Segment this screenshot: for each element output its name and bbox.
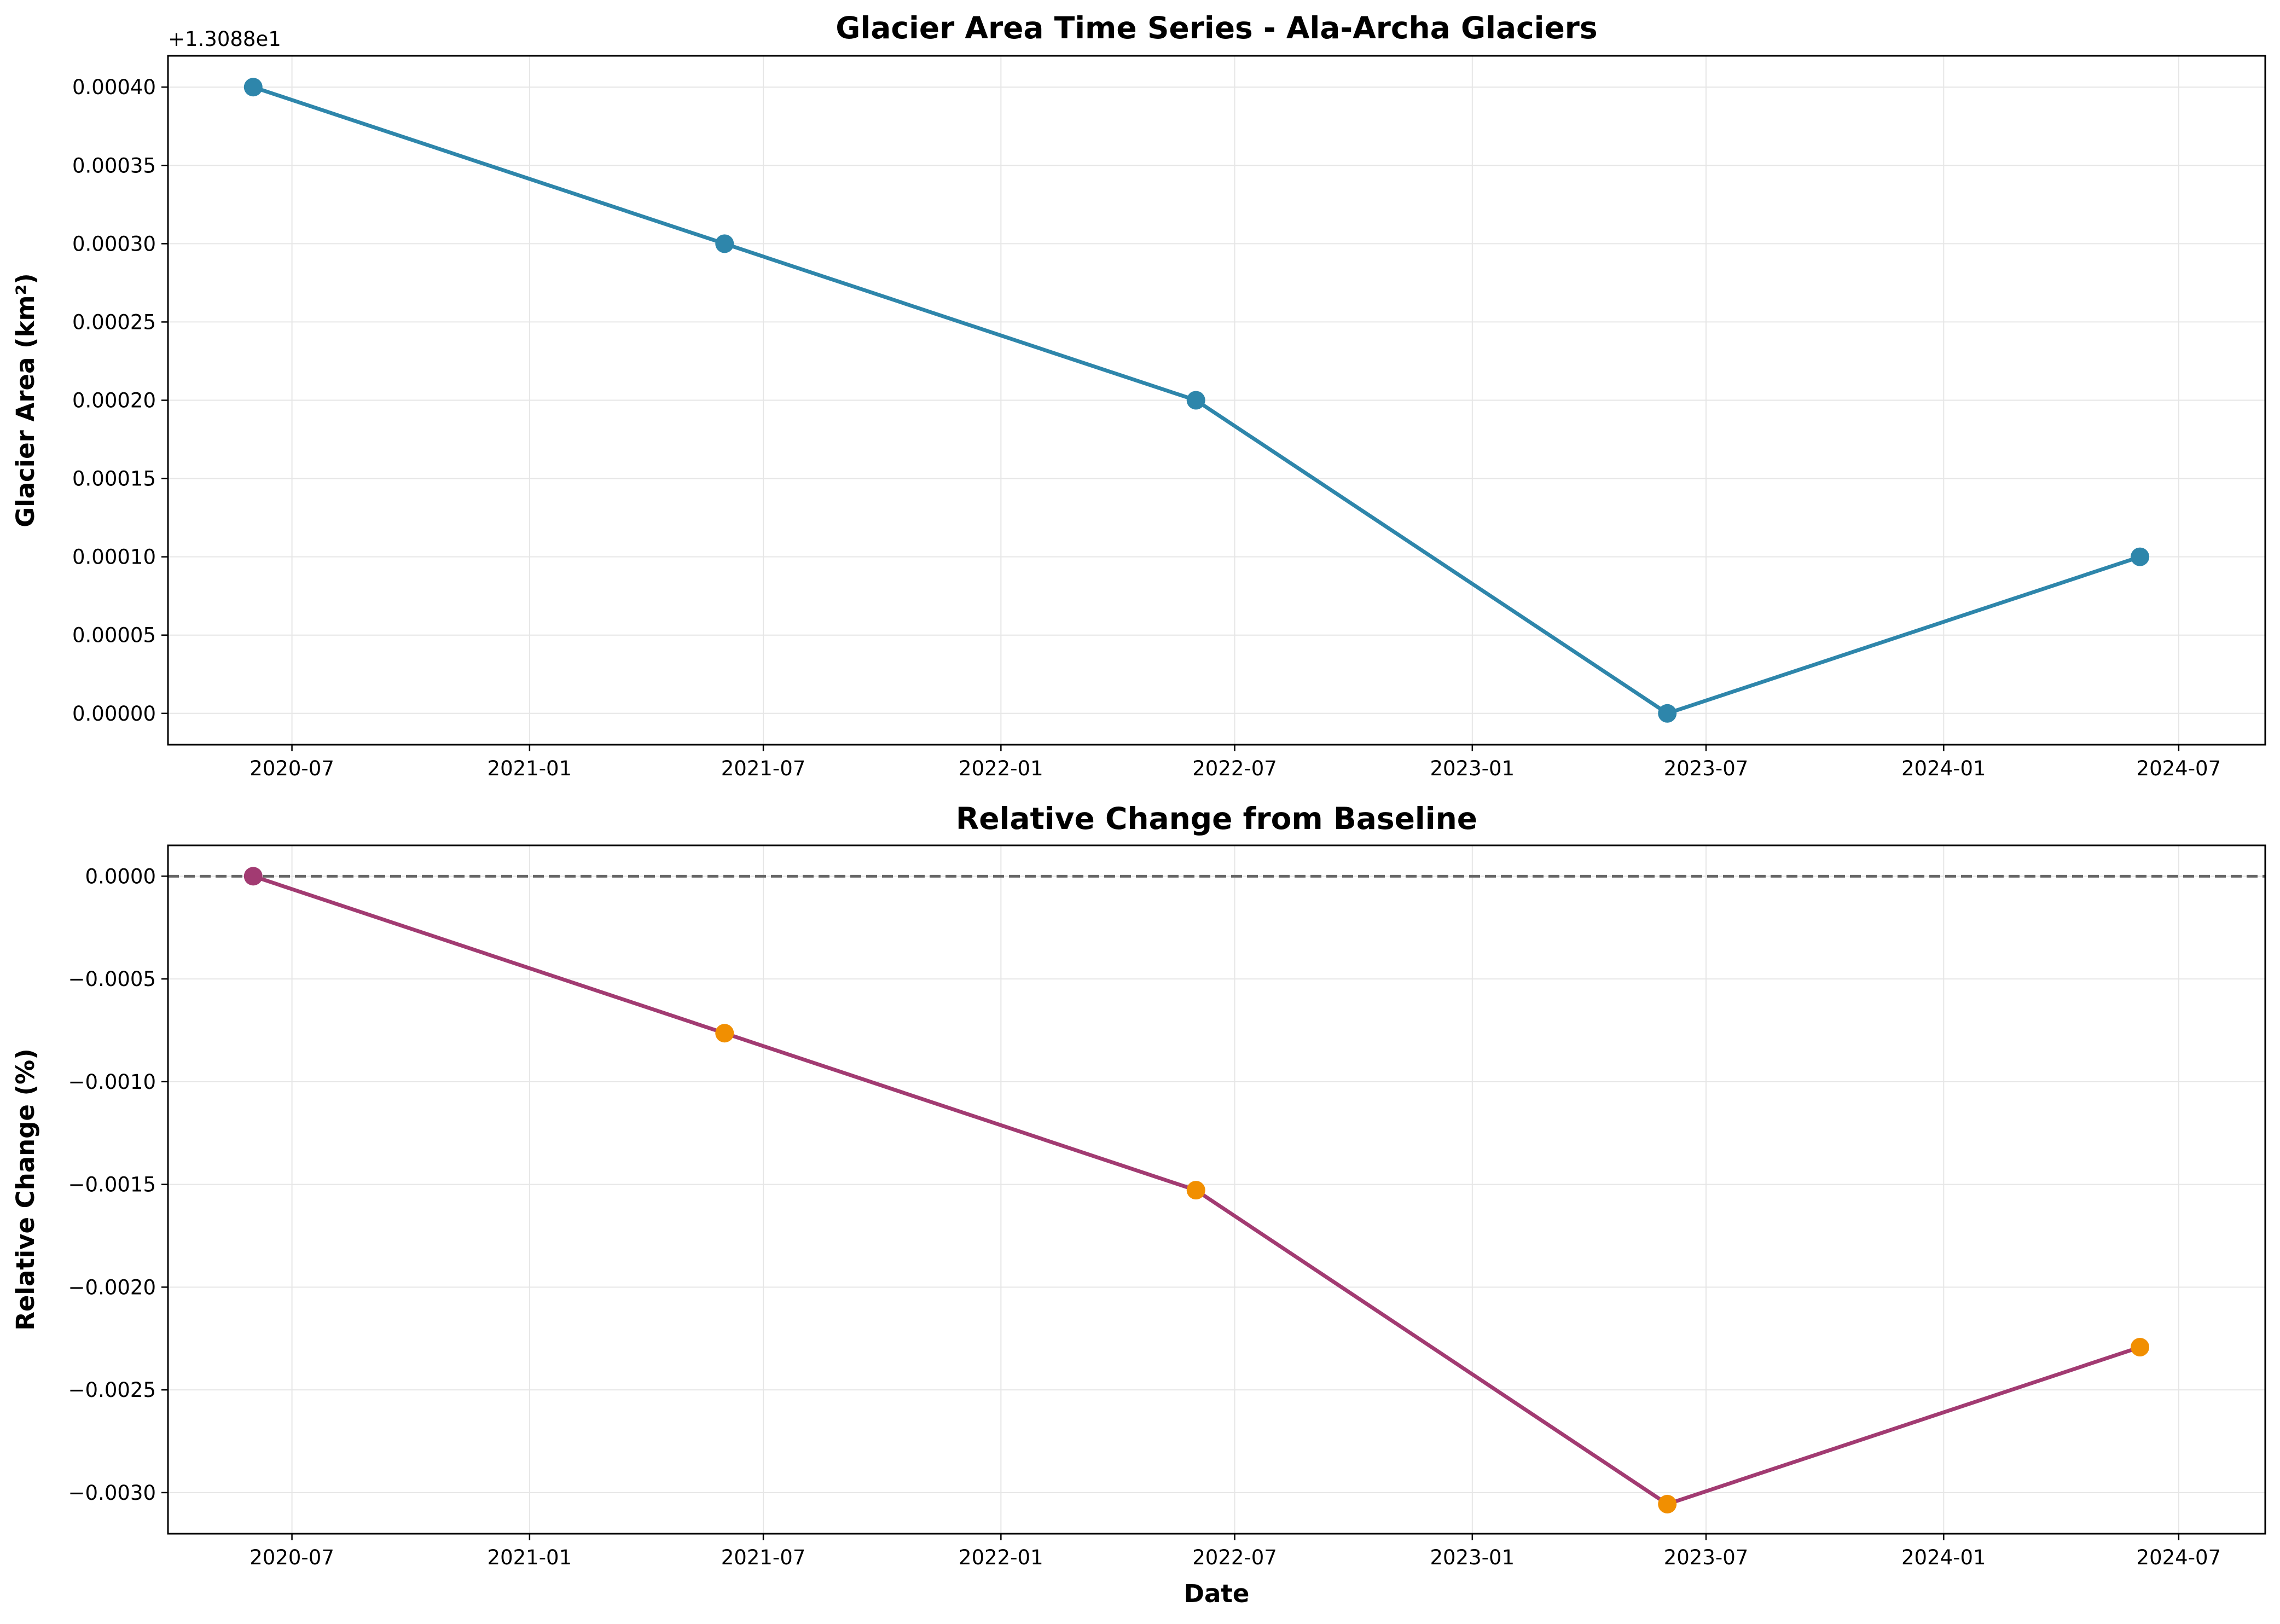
y-tick-label: 0.00005: [72, 624, 156, 647]
x-tick-label: 2020-07: [250, 757, 334, 780]
data-point: [243, 78, 263, 97]
x-axis-ticks: 2020-07 2021-01 2021-07 2022-01 2022-07 2023-…: [250, 745, 2221, 780]
y-axis-offset-text: +1.3088e1: [168, 27, 281, 51]
data-point: [715, 1024, 734, 1043]
plot-frame: [167, 844, 2266, 1535]
y-axis-ticks: 0.00000 0.00005 0.00010 0.00015 0.00020 0.000…: [72, 76, 168, 726]
y-tick-label: 0.00025: [72, 310, 156, 334]
data-point: [2131, 547, 2150, 566]
x-tick-label: 2024-07: [2137, 757, 2221, 780]
x-tick-label: 2021-01: [488, 1546, 572, 1569]
data-point: [2131, 1338, 2150, 1357]
data-point: [1658, 1494, 1677, 1513]
x-tick-label: 2023-07: [1664, 757, 1749, 780]
x-tick-label: 2022-01: [959, 757, 1043, 780]
relative-change-panel: 2020-07 2021-01 2021-07 2022-01 2022-07 2023-…: [11, 801, 2266, 1608]
x-tick-label: 2022-01: [959, 1546, 1043, 1569]
chart-title: Relative Change from Baseline: [956, 801, 1477, 836]
x-axis-ticks: 2020-07 2021-01 2021-07 2022-01 2022-07 2023-…: [250, 1534, 2221, 1569]
data-point: [1186, 1181, 1205, 1200]
y-tick-label: 0.00030: [72, 232, 156, 256]
x-tick-label: 2022-07: [1192, 1546, 1277, 1569]
chart-title: Glacier Area Time Series - Ala-Archa Gla…: [836, 10, 1597, 45]
y-tick-label: −0.0030: [68, 1481, 156, 1505]
x-tick-label: 2023-01: [1430, 757, 1515, 780]
data-point: [715, 234, 734, 253]
y-tick-label: −0.0025: [68, 1378, 156, 1402]
data-point: [243, 867, 263, 886]
y-tick-label: 0.00015: [72, 467, 156, 491]
y-axis-label: Relative Change (%): [11, 1048, 40, 1331]
glacier-area-panel: 2020-07 2021-01 2021-07 2022-01 2022-07 2023-…: [11, 10, 2266, 780]
series-layer: [243, 78, 2150, 723]
y-tick-label: 0.0000: [85, 865, 156, 888]
data-point: [1658, 704, 1677, 723]
y-tick-label: 0.00020: [72, 389, 156, 413]
x-tick-label: 2024-01: [1901, 757, 1986, 780]
x-tick-label: 2024-07: [2137, 1546, 2221, 1569]
y-tick-label: −0.0015: [68, 1173, 156, 1197]
grid-lines: [168, 56, 2265, 745]
x-tick-label: 2023-01: [1430, 1546, 1515, 1569]
x-axis-label: Date: [1184, 1579, 1250, 1608]
y-tick-label: −0.0020: [68, 1275, 156, 1299]
y-tick-label: −0.0005: [68, 967, 156, 991]
x-tick-label: 2023-07: [1664, 1546, 1749, 1569]
y-axis-ticks: 0.0000 −0.0005 −0.0010 −0.0015 −0.0020 −0.002…: [68, 865, 168, 1505]
x-tick-label: 2024-01: [1901, 1546, 1986, 1569]
y-tick-label: 0.00010: [72, 546, 156, 569]
x-tick-label: 2020-07: [250, 1546, 334, 1569]
x-tick-label: 2021-07: [721, 757, 806, 780]
y-tick-label: 0.00000: [72, 702, 156, 726]
x-tick-label: 2022-07: [1192, 757, 1277, 780]
x-tick-label: 2021-07: [721, 1546, 806, 1569]
y-axis-label: Glacier Area (km²): [11, 273, 40, 527]
y-tick-label: 0.00035: [72, 154, 156, 177]
data-point: [1186, 391, 1205, 410]
y-tick-label: −0.0010: [68, 1070, 156, 1094]
x-tick-label: 2021-01: [488, 757, 572, 780]
y-tick-label: 0.00040: [72, 76, 156, 99]
series-layer: [243, 867, 2150, 1513]
